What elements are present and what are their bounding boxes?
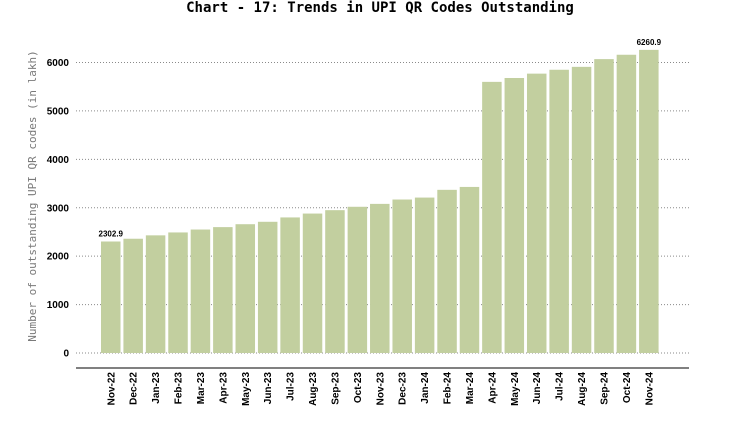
bar-Feb-23 bbox=[168, 232, 188, 353]
x-tick-label-Sep-24: Sep-24 bbox=[599, 372, 610, 405]
x-tick-label-Sep-23: Sep-23 bbox=[330, 372, 341, 405]
bar-Jun-24 bbox=[526, 73, 547, 353]
bar-Apr-23 bbox=[213, 227, 233, 353]
bar-Oct-24 bbox=[616, 54, 637, 354]
y-tick-label-4000: 4000 bbox=[47, 155, 70, 166]
bar-Jan-24 bbox=[414, 197, 435, 353]
x-tick-label-Nov-23: Nov-23 bbox=[375, 372, 386, 406]
x-tick-label-Mar-23: Mar-23 bbox=[196, 372, 207, 405]
y-tick-label-6000: 6000 bbox=[47, 58, 70, 69]
x-tick-label-Apr-24: Apr-24 bbox=[487, 372, 498, 404]
bar-Dec-22 bbox=[123, 238, 143, 353]
bar-Jan-23 bbox=[145, 235, 166, 353]
x-tick-label-Oct-24: Oct-24 bbox=[622, 372, 633, 404]
bar-Apr-24 bbox=[482, 81, 502, 353]
bar-Aug-23 bbox=[302, 213, 323, 353]
bars bbox=[101, 49, 659, 354]
y-tick-label-3000: 3000 bbox=[47, 203, 70, 214]
bar-Nov-24 bbox=[639, 49, 659, 353]
x-tick-label-May-23: May-23 bbox=[241, 372, 252, 406]
x-tick-label-Jan-23: Jan-23 bbox=[151, 372, 162, 404]
y-tick-labels: 0 1000 2000 3000 4000 5000 6000 bbox=[47, 58, 70, 360]
x-tick-label-Oct-23: Oct-23 bbox=[353, 372, 364, 404]
chart-title: Chart - 17: Trends in UPI QR Codes Outst… bbox=[186, 0, 574, 16]
x-tick-label-Jul-23: Jul-23 bbox=[286, 372, 297, 401]
bar-Sep-24 bbox=[594, 59, 614, 353]
bar-Oct-23 bbox=[347, 206, 368, 353]
y-axis-label: Number of outstanding UPI QR codes (in l… bbox=[26, 50, 39, 341]
y-tick-label-0: 0 bbox=[63, 349, 69, 360]
data-label-Nov-24: 6260.9 bbox=[637, 38, 662, 47]
y-tick-label-2000: 2000 bbox=[47, 252, 70, 263]
bar-Feb-24 bbox=[437, 189, 457, 353]
x-tick-label-Jul-24: Jul-24 bbox=[555, 372, 566, 401]
bar-Mar-23 bbox=[190, 229, 211, 353]
bar-Jul-23 bbox=[280, 217, 300, 353]
bar-Jul-24 bbox=[549, 69, 569, 353]
bar-Nov-23 bbox=[370, 203, 390, 353]
x-tick-label-Aug-23: Aug-23 bbox=[308, 372, 319, 406]
x-tick-label-May-24: May-24 bbox=[510, 372, 521, 406]
x-tick-label-Aug-24: Aug-24 bbox=[577, 372, 588, 406]
x-tick-label-Nov-24: Nov-24 bbox=[644, 372, 655, 406]
x-tick-label-Nov-22: Nov-22 bbox=[106, 372, 117, 406]
bar-Mar-24 bbox=[459, 186, 480, 353]
data-label-Nov-22: 2302.9 bbox=[99, 230, 124, 239]
x-tick-label-Dec-23: Dec-23 bbox=[398, 372, 409, 405]
y-tick-label-5000: 5000 bbox=[47, 106, 70, 117]
bar-Nov-22 bbox=[101, 241, 121, 353]
x-tick-label-Feb-23: Feb-23 bbox=[174, 372, 185, 405]
bar-Sep-23 bbox=[325, 210, 345, 353]
bar-Jun-23 bbox=[257, 221, 278, 353]
bar-May-23 bbox=[235, 224, 256, 353]
y-tick-label-1000: 1000 bbox=[47, 300, 70, 311]
data-labels: 2302.9 6260.9 bbox=[99, 38, 662, 239]
x-tick-label-Jun-23: Jun-23 bbox=[263, 372, 274, 405]
x-tick-label-Jan-24: Jan-24 bbox=[420, 372, 431, 404]
x-tick-label-Jun-24: Jun-24 bbox=[532, 372, 543, 405]
bar-Aug-24 bbox=[571, 66, 592, 354]
x-tick-label-Feb-24: Feb-24 bbox=[443, 372, 454, 405]
bar-May-24 bbox=[504, 77, 525, 353]
x-tick-label-Mar-24: Mar-24 bbox=[465, 372, 476, 405]
x-tick-label-Dec-22: Dec-22 bbox=[129, 372, 140, 405]
bar-Dec-23 bbox=[392, 199, 412, 353]
x-tick-label-Apr-23: Apr-23 bbox=[218, 372, 229, 404]
x-axis: Nov-22 Dec-22 Jan-23 Feb-23 Mar-23 Apr-23 May-… bbox=[76, 367, 689, 406]
